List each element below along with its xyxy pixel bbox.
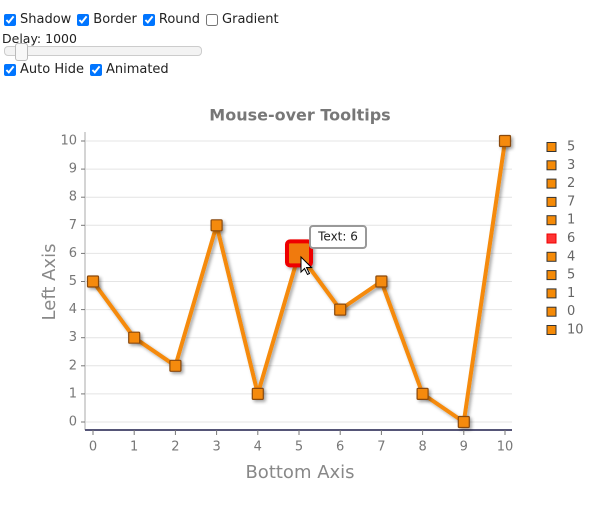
x-tick-label: 0 [89,440,97,455]
checkbox[interactable]: Round [142,12,201,27]
legend-marker [546,306,557,317]
legend-marker [546,196,557,207]
y-tick-label: 2 [69,358,77,373]
legend-marker [546,215,557,226]
delay-label: Delay: 1000 [2,31,77,46]
legend-marker [546,178,557,189]
chart-title: Mouse-over Tooltips [209,106,390,125]
slider-thumb[interactable] [15,43,28,61]
x-axis-title: Bottom Axis [245,462,354,483]
legend-label: 7 [567,194,575,209]
legend-marker [546,270,557,281]
legend-label: 10 [567,323,584,338]
y-tick-label: 1 [69,386,77,401]
y-tick-label: 3 [69,330,77,345]
legend-label: 4 [567,249,575,264]
x-tick-label: 3 [212,440,220,455]
checkbox[interactable]: Animated [89,62,169,77]
y-tick-label: 7 [69,218,77,233]
y-tick-label: 5 [69,274,77,289]
checkbox-input[interactable] [206,13,219,26]
x-tick-label: 4 [254,440,262,455]
x-tick-label: 6 [336,440,344,455]
legend-marker [546,251,557,262]
checkbox[interactable]: Border [77,12,137,27]
cursor [300,255,313,276]
legend-label: 6 [567,231,575,246]
legend-marker [546,288,557,299]
legend-label: 0 [567,304,575,319]
y-axis-title: Left Axis [39,244,60,321]
checkbox-label: Gradient [222,12,279,27]
checkbox-label: Animated [105,62,169,77]
point [210,219,223,232]
tooltip-text: Text: 6 [317,230,358,244]
checkbox-input[interactable] [89,63,102,76]
y-tick-label: 10 [60,134,77,149]
checkbox-input[interactable] [142,13,155,26]
point [128,331,141,344]
checkbox[interactable]: Gradient [206,12,279,27]
point [86,275,100,288]
options-row: Auto Hide Animated [4,62,169,77]
legend-marker [546,142,557,152]
legend-label: 2 [567,176,575,191]
checkbox-label: Auto Hide [20,62,84,77]
y-tick-label: 9 [69,162,77,177]
x-tick-label: 1 [130,440,138,455]
point [416,387,429,400]
checkbox-input[interactable] [77,13,90,26]
x-tick-label: 8 [418,440,426,455]
point [169,359,182,372]
y-tick-label: 0 [69,415,77,430]
legend-label: 5 [567,140,575,155]
legend-label: 1 [567,213,575,228]
y-tick-label: 8 [69,190,77,205]
checkbox-input[interactable] [4,13,16,26]
checkbox-label: Shadow [20,12,72,27]
x-tick-label: 10 [497,440,514,455]
checkbox[interactable]: Shadow [4,12,71,27]
y-tick-label: 6 [69,246,77,261]
tooltip: Text: 6 [300,225,367,276]
point [285,239,313,268]
checkbox[interactable]: Auto Hide [4,62,84,77]
legend-marker [546,325,557,335]
options-row: Shadow Border Round Gradient [4,12,279,27]
x-tick-label: 7 [377,440,385,455]
checkbox-input[interactable] [4,63,16,76]
point [375,275,388,288]
x-tick-label: 2 [171,440,179,455]
point [457,415,470,429]
checkbox-label: Border [93,12,137,27]
checkbox-label: Round [158,12,201,27]
x-tick-label: 9 [460,440,468,455]
delay-slider[interactable] [4,43,202,61]
point [251,387,264,400]
y-tick-label: 4 [69,302,77,317]
x-tick-label: 5 [295,440,303,455]
legend-label: 5 [567,268,575,283]
legend-marker [546,160,557,171]
legend-label: 1 [567,286,575,301]
point [334,303,347,316]
point [498,134,512,148]
legend-marker [546,233,557,244]
legend-label: 3 [567,158,575,173]
tooltip-box [309,225,367,249]
